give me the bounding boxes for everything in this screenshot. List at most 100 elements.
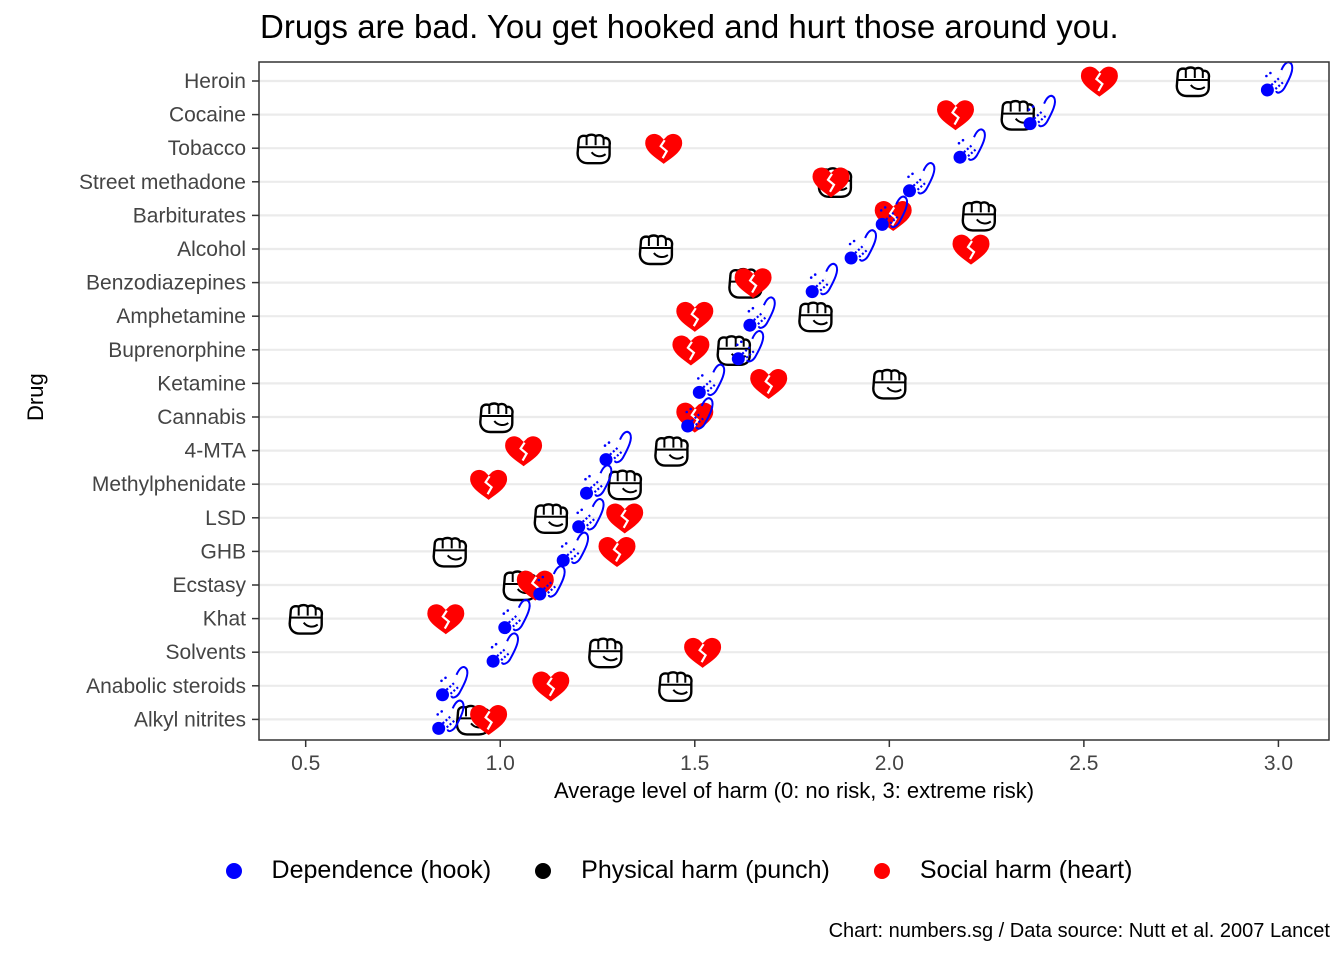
fish-hook-icon <box>599 430 632 467</box>
fist-fingers <box>290 606 322 628</box>
fist-fingers <box>535 505 567 527</box>
fish-hook-icon <box>436 666 469 702</box>
heart-crack <box>546 677 556 697</box>
x-tick-label: 3.0 <box>1264 752 1293 775</box>
heart-crack <box>519 441 529 462</box>
hook-bait <box>681 419 695 433</box>
hook-drop <box>736 343 739 347</box>
hook-shank <box>512 598 531 632</box>
hook-drop <box>697 377 700 380</box>
hook-shank <box>547 565 566 598</box>
hook-line <box>963 143 977 158</box>
y-tick-label: Khat <box>203 608 246 631</box>
hook-drop <box>747 309 751 313</box>
y-tick-label: Solvents <box>165 641 246 664</box>
y-tick-label: Cannabis <box>157 406 246 429</box>
hook-line <box>753 311 767 326</box>
fist-outline <box>798 301 833 333</box>
hook-bait <box>743 318 757 332</box>
fish-hook-icon <box>498 598 531 635</box>
hook-line <box>566 546 580 561</box>
y-tick-label: Tobacco <box>168 137 246 160</box>
fish-hook-icon <box>875 195 909 231</box>
fish-hook-icon <box>844 229 877 265</box>
hook-drop <box>957 141 961 145</box>
fist-outline <box>658 671 693 702</box>
fist-fingers <box>718 337 750 359</box>
fist-icon <box>961 200 997 232</box>
fist-fingers <box>656 438 688 460</box>
fish-hook-icon <box>1023 94 1056 131</box>
broken-heart-icon <box>598 537 636 568</box>
fist-fingers <box>609 472 641 494</box>
panel-border <box>258 61 1330 741</box>
hook-line <box>445 680 460 695</box>
fist-outline <box>588 637 623 669</box>
broken-heart-icon <box>952 234 990 265</box>
hook-shank <box>859 229 877 262</box>
legend-item-social: Social harm (heart) <box>860 856 1133 885</box>
fist-outline <box>638 234 674 266</box>
hook-drop <box>506 609 510 612</box>
x-tick-label: 2.5 <box>1069 752 1098 775</box>
hook-shank <box>890 195 909 229</box>
hook-shank <box>594 464 613 497</box>
heart-crack <box>764 374 774 394</box>
hook-drop <box>911 172 914 176</box>
chart-caption: Chart: numbers.sg / Data source: Nutt et… <box>828 920 1330 942</box>
hook-drop <box>537 578 541 582</box>
hook-bait <box>432 721 446 735</box>
fish-hook-icon <box>692 363 726 399</box>
hook-shank <box>614 430 632 464</box>
fist-outline <box>654 435 689 467</box>
legend-label-social: Social harm (heart) <box>919 856 1133 884</box>
fist-outline <box>961 200 997 232</box>
heart-crack <box>484 475 494 495</box>
legend-item-dependence: Dependence (hook) <box>212 856 491 885</box>
hook-shank <box>695 397 714 430</box>
legend-item-physical: Physical harm (punch) <box>521 856 830 885</box>
broken-heart-icon <box>470 469 508 500</box>
broken-heart-icon <box>505 436 543 467</box>
hook-line <box>912 176 927 191</box>
hook-shank <box>746 330 765 363</box>
broken-heart-icon <box>684 637 722 668</box>
hook-drop <box>689 407 692 411</box>
hook-bait <box>692 385 706 399</box>
hook-drop <box>907 175 910 179</box>
hook-drop <box>813 273 817 276</box>
fist-icon <box>432 536 468 568</box>
y-tick-label: Buprenorphine <box>108 339 246 362</box>
fist-fingers <box>660 673 692 695</box>
legend: Dependence (hook) Physical harm (punch) … <box>0 856 1344 885</box>
fist-icon <box>658 671 693 702</box>
hook-drop <box>879 209 883 212</box>
broken-heart-icon <box>427 604 465 635</box>
hook-bait <box>572 520 586 534</box>
y-tick-label: Heroin <box>184 70 246 93</box>
fist-icon <box>798 301 833 333</box>
fist-icon <box>588 637 623 669</box>
fist-fingers <box>1002 102 1034 124</box>
hook-shank <box>1275 61 1294 94</box>
hook-bait <box>498 621 512 635</box>
fist-outline <box>432 536 468 568</box>
fist-fingers <box>640 237 672 259</box>
hook-drop <box>685 410 688 414</box>
hook-line <box>609 445 623 460</box>
hook-drop <box>494 642 498 646</box>
hook-bait <box>556 553 570 567</box>
hook-bait <box>1023 117 1037 131</box>
y-tick-label: Barbiturates <box>133 204 246 227</box>
hook-drop <box>440 710 443 713</box>
hook-drop <box>436 713 439 716</box>
legend-dot-dependence <box>225 862 242 879</box>
x-tick-label: 1.5 <box>680 752 709 775</box>
hook-shank <box>820 262 839 296</box>
y-tick-label: LSD <box>205 507 246 530</box>
fist-fingers <box>481 405 513 427</box>
hook-drop <box>852 239 856 243</box>
hook-drop <box>541 575 545 579</box>
broken-heart-icon <box>750 369 788 400</box>
